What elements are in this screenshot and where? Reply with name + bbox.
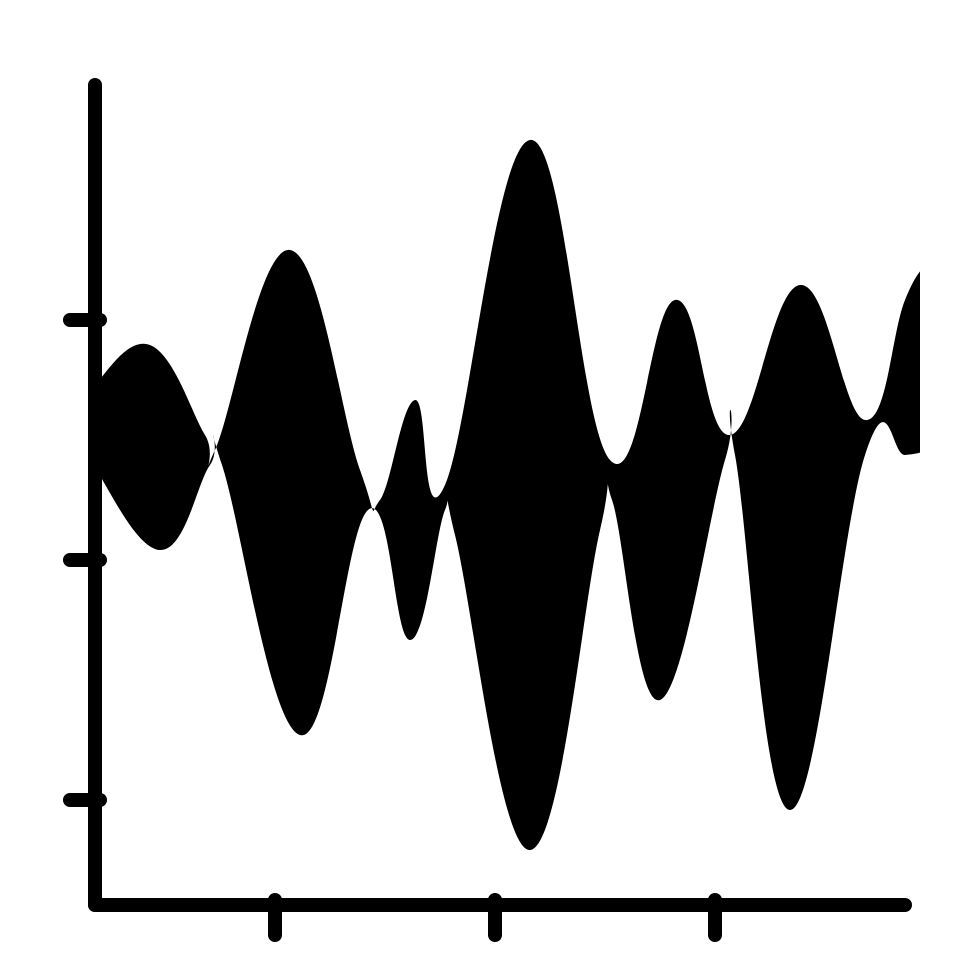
- waveform-fill: [90, 140, 930, 850]
- waveform-svg: [0, 0, 980, 980]
- waveform-chart-icon: [0, 0, 980, 980]
